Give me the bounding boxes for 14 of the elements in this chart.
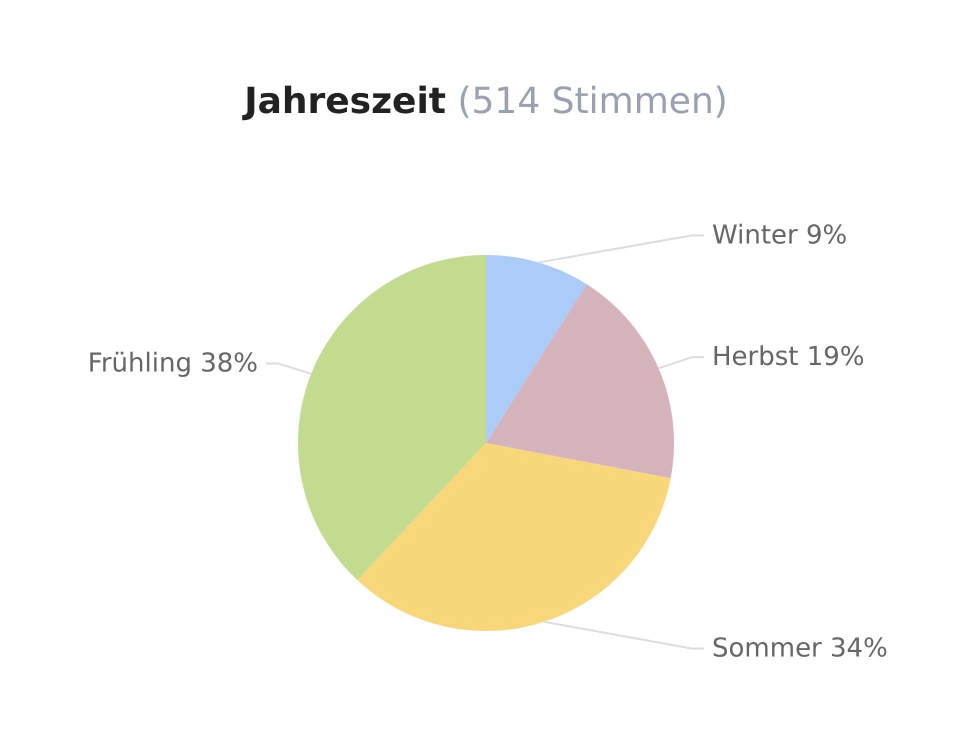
slice-label: Herbst (712, 342, 798, 372)
data-label: 34% (830, 634, 888, 664)
chart-subtitle: (514 Stimmen) (457, 81, 728, 122)
pie-slice (486, 284, 674, 478)
pie-slice (357, 443, 671, 631)
chart-title: Jahreszeit (244, 81, 446, 122)
slice-label: Sommer (712, 634, 822, 664)
data-label: 38% (200, 348, 258, 378)
pie-slice (486, 255, 587, 443)
data-label: 9% (806, 220, 848, 250)
pie-slice (298, 255, 486, 580)
data-label: 19% (806, 342, 865, 372)
slice-label: Frühling (88, 348, 192, 378)
slice-label: Winter (712, 220, 798, 250)
